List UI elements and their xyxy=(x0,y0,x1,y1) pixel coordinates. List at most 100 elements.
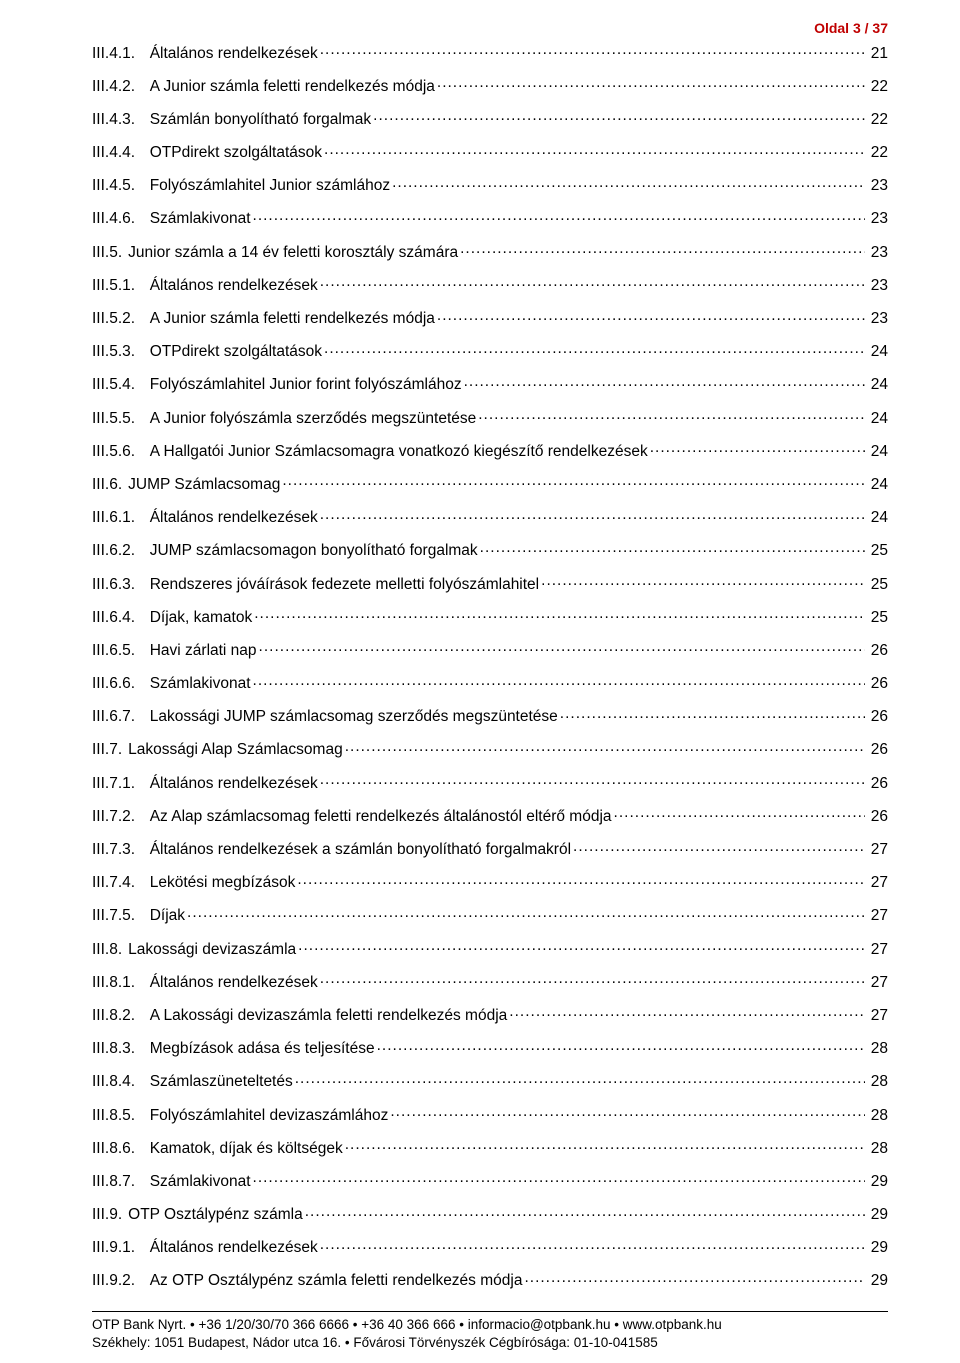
toc-entry-page: 29 xyxy=(867,1273,888,1289)
toc-entry-gap xyxy=(141,1174,150,1190)
toc-entry-leader-dots xyxy=(297,872,864,888)
toc-entry-title: A Junior folyószámla szerződés megszünte… xyxy=(150,411,477,427)
toc-entry: III.5.2. A Junior számla feletti rendelk… xyxy=(92,308,888,327)
toc-entry-page: 24 xyxy=(867,510,888,526)
toc-entry: III.6.3. Rendszeres jóváírások fedezete … xyxy=(92,573,888,592)
toc-entry: III.5.5. A Junior folyószámla szerződés … xyxy=(92,407,888,426)
toc-entry: III.7.2. Az Alap számlacsomag feletti re… xyxy=(92,805,888,824)
toc-entry: III.4.1. Általános rendelkezések21 xyxy=(92,42,888,61)
toc-entry-gap xyxy=(141,1273,150,1289)
toc-entry-number: III.6.7. xyxy=(92,709,141,725)
toc-entry-title: Az OTP Osztálypénz számla feletti rendel… xyxy=(150,1273,523,1289)
toc-entry-leader-dots xyxy=(320,772,865,788)
toc-entry-page: 23 xyxy=(867,245,888,261)
toc-entry-title: Díjak xyxy=(150,908,185,924)
toc-entry-leader-dots xyxy=(390,1104,864,1120)
toc-entry: III.7.3. Általános rendelkezések a száml… xyxy=(92,839,888,858)
toc-entry-gap xyxy=(141,1108,150,1124)
footer: OTP Bank Nyrt. • +36 1/20/30/70 366 6666… xyxy=(92,1316,888,1352)
toc-entry-page: 28 xyxy=(867,1141,888,1157)
toc-entry-number: III.7.1. xyxy=(92,776,141,792)
toc-entry: III.9.1. Általános rendelkezések 29 xyxy=(92,1237,888,1256)
toc-entry: III.4.2. A Junior számla feletti rendelk… xyxy=(92,75,888,94)
toc-entry-leader-dots xyxy=(464,374,865,390)
toc-entry-title: Lekötési megbízások xyxy=(150,875,296,891)
toc-entry-number: III.5.2. xyxy=(92,311,141,327)
toc-entry-number: III.6.1. xyxy=(92,510,141,526)
toc-entry-page: 24 xyxy=(867,477,888,493)
toc-entry-leader-dots xyxy=(345,1137,865,1153)
toc-entry-number: III.6. xyxy=(92,477,128,493)
toc-entry: III.5.4. Folyószámlahitel Junior forint … xyxy=(92,374,888,393)
toc-entry-leader-dots xyxy=(253,208,865,224)
toc-entry-title: Számlakivonat xyxy=(150,1174,251,1190)
toc-entry: III.6.JUMP Számlacsomag 24 xyxy=(92,473,888,492)
toc-entry-number: III.4.1. xyxy=(92,46,141,62)
toc-entry-page: 29 xyxy=(867,1240,888,1256)
toc-entry-title: Számlaszüneteltetés xyxy=(150,1074,293,1090)
toc-entry: III.7.5. Díjak27 xyxy=(92,905,888,924)
toc-entry-leader-dots xyxy=(259,639,865,655)
toc-entry-number: III.8.4. xyxy=(92,1074,141,1090)
toc-entry-page: 27 xyxy=(867,908,888,924)
toc-entry-title: JUMP Számlacsomag xyxy=(128,477,280,493)
toc-entry: III.6.5. Havi zárlati nap26 xyxy=(92,639,888,658)
toc-entry-gap xyxy=(141,1041,150,1057)
toc-entry: III.6.2. JUMP számlacsomagon bonyolíthat… xyxy=(92,540,888,559)
toc-entry-number: III.5.5. xyxy=(92,411,141,427)
toc-entry-number: III.6.4. xyxy=(92,610,141,626)
toc-entry-gap xyxy=(141,1008,150,1024)
toc-entry-page: 24 xyxy=(867,344,888,360)
toc-entry-title: A Lakossági devizaszámla feletti rendelk… xyxy=(150,1008,508,1024)
toc-entry-page: 29 xyxy=(867,1174,888,1190)
toc-entry: III.5.6. A Hallgatói Junior Számlacsomag… xyxy=(92,440,888,459)
toc-entry-gap xyxy=(141,875,150,891)
toc-entry-gap xyxy=(141,1074,150,1090)
toc-entry-title: Havi zárlati nap xyxy=(150,643,257,659)
toc-entry-page: 23 xyxy=(867,278,888,294)
toc-entry-page: 26 xyxy=(867,776,888,792)
toc-entry: III.8.1. Általános rendelkezések27 xyxy=(92,971,888,990)
toc-entry-title: Rendszeres jóváírások fedezete melletti … xyxy=(150,577,539,593)
toc-entry-title: A Junior számla feletti rendelkezés módj… xyxy=(150,311,435,327)
toc-entry-leader-dots xyxy=(305,1204,865,1220)
toc-entry-leader-dots xyxy=(480,540,865,556)
toc-entry-leader-dots xyxy=(509,1004,864,1020)
toc-entry-page: 27 xyxy=(867,842,888,858)
toc-entry-number: III.6.6. xyxy=(92,676,141,692)
toc-entry-gap xyxy=(141,842,150,858)
toc-entry-title: Általános rendelkezések xyxy=(150,510,318,526)
toc-entry-number: III.9.1. xyxy=(92,1240,141,1256)
page-number-header: Oldal 3 / 37 xyxy=(92,20,888,36)
toc-entry: III.4.6. Számlakivonat23 xyxy=(92,208,888,227)
toc-entry: III.9.2. Az OTP Osztálypénz számla felet… xyxy=(92,1270,888,1289)
toc-entry-leader-dots xyxy=(478,407,865,423)
toc-entry-page: 24 xyxy=(867,444,888,460)
toc-entry: III.6.7. Lakossági JUMP számlacsomag sze… xyxy=(92,706,888,725)
toc-entry-gap xyxy=(141,79,150,95)
toc-entry-number: III.8.6. xyxy=(92,1141,141,1157)
toc-entry-title: Általános rendelkezések a számlán bonyol… xyxy=(150,842,571,858)
toc-entry-leader-dots xyxy=(254,606,865,622)
toc-entry-number: III.8.2. xyxy=(92,1008,141,1024)
toc-entry-title: OTP Osztálypénz számla xyxy=(128,1207,303,1223)
toc-entry-page: 26 xyxy=(867,742,888,758)
toc-entry-number: III.5.1. xyxy=(92,278,141,294)
toc-entry-title: A Junior számla feletti rendelkezés módj… xyxy=(150,79,435,95)
toc-entry-number: III.9. xyxy=(92,1207,128,1223)
toc-entry-page: 29 xyxy=(867,1207,888,1223)
toc-entry-leader-dots xyxy=(614,805,865,821)
toc-entry-number: III.7. xyxy=(92,742,128,758)
toc-entry-leader-dots xyxy=(324,142,865,158)
toc-entry-page: 28 xyxy=(867,1074,888,1090)
toc-entry-number: III.4.6. xyxy=(92,211,141,227)
toc-entry-page: 26 xyxy=(867,809,888,825)
toc-entry: III.4.3. Számlán bonyolítható forgalmak2… xyxy=(92,108,888,127)
toc-entry-gap xyxy=(141,577,150,593)
toc-entry-title: Általános rendelkezések xyxy=(150,1240,318,1256)
toc-entry: III.5.Junior számla a 14 év feletti koro… xyxy=(92,241,888,260)
toc-entry-title: Lakossági Alap Számlacsomag xyxy=(128,742,343,758)
toc-entry-leader-dots xyxy=(541,573,865,589)
toc-entry-gap xyxy=(141,543,150,559)
toc-entry-page: 27 xyxy=(867,942,888,958)
